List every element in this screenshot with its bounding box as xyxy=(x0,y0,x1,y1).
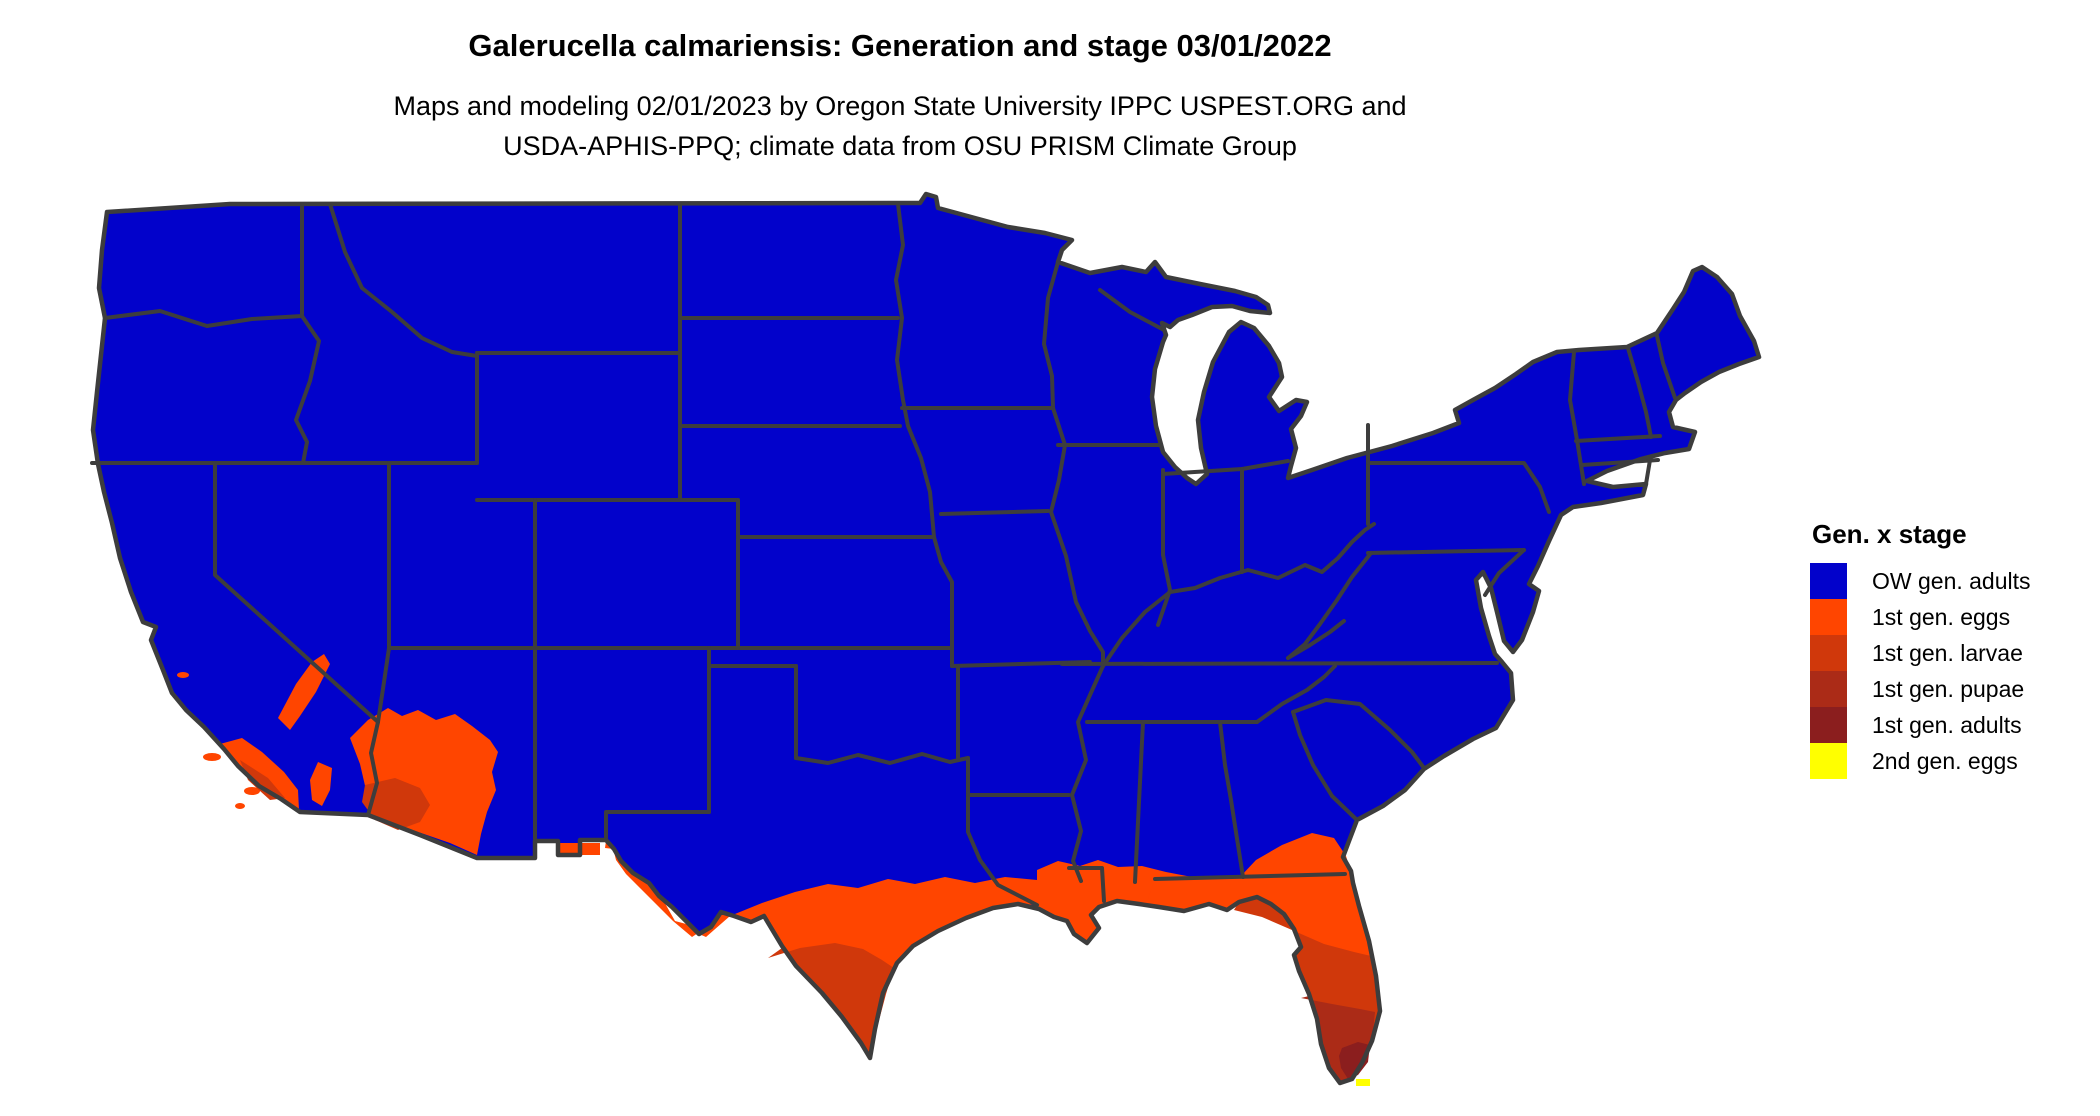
region-larvae-south-texas xyxy=(768,943,894,1056)
legend-item: OW gen. adults xyxy=(1810,563,2031,599)
region-eggs-central-valley-streak xyxy=(278,654,330,730)
region-second-gen-eggs-florida-tip xyxy=(1356,1079,1370,1086)
legend-item: 1st gen. eggs xyxy=(1810,599,2031,635)
legend-item: 1st gen. larvae xyxy=(1810,635,2031,671)
region-eggs-channel-island xyxy=(203,753,221,761)
region-adults-florida-tip xyxy=(1339,1042,1370,1079)
region-eggs-yuma-california-side xyxy=(310,762,332,806)
legend-swatch-1st-gen-eggs xyxy=(1810,599,1847,635)
legend-swatch-1st-gen-adults xyxy=(1810,707,1847,743)
legend-swatch-1st-gen-pupae xyxy=(1810,671,1847,707)
legend-label: 1st gen. eggs xyxy=(1872,603,2011,630)
legend-swatch-ow-gen-adults xyxy=(1810,563,1847,599)
legend-swatch-1st-gen-larvae xyxy=(1810,635,1847,671)
subtitle-line-2: USDA-APHIS-PPQ; climate data from OSU PR… xyxy=(503,131,1297,161)
legend-swatch-2nd-gen-eggs xyxy=(1810,743,1847,779)
region-eggs-channel-island xyxy=(235,803,245,809)
legend-label: 1st gen. pupae xyxy=(1872,675,2025,702)
subtitle-line-1: Maps and modeling 02/01/2023 by Oregon S… xyxy=(393,91,1407,121)
region-larvae-socal xyxy=(240,760,285,800)
legend-label: 1st gen. adults xyxy=(1872,711,2022,738)
region-eggs-channel-island xyxy=(244,787,260,795)
us-landmass xyxy=(93,194,1759,1083)
legend-item: 1st gen. adults xyxy=(1810,707,2031,743)
legend-label: 1st gen. larvae xyxy=(1872,639,2023,666)
region-eggs-norcal-dot xyxy=(177,672,189,678)
figure-title: Galerucella calmariensis: Generation and… xyxy=(468,28,1332,63)
legend: Gen. x stage OW gen. adults 1st gen. egg… xyxy=(1810,519,2031,779)
figure-subtitle: Maps and modeling 02/01/2023 by Oregon S… xyxy=(0,86,1800,166)
legend-rows: OW gen. adults 1st gen. eggs 1st gen. la… xyxy=(1810,563,2031,779)
legend-label: 2nd gen. eggs xyxy=(1872,747,2018,774)
legend-title: Gen. x stage xyxy=(1812,519,1967,549)
legend-item: 1st gen. pupae xyxy=(1810,671,2031,707)
state-borders xyxy=(90,202,1677,907)
us-outline xyxy=(90,191,1762,1086)
region-eggs-southwest-arizona xyxy=(350,708,498,855)
legend-label: OW gen. adults xyxy=(1872,567,2031,594)
legend-item: 2nd gen. eggs xyxy=(1810,743,2031,779)
